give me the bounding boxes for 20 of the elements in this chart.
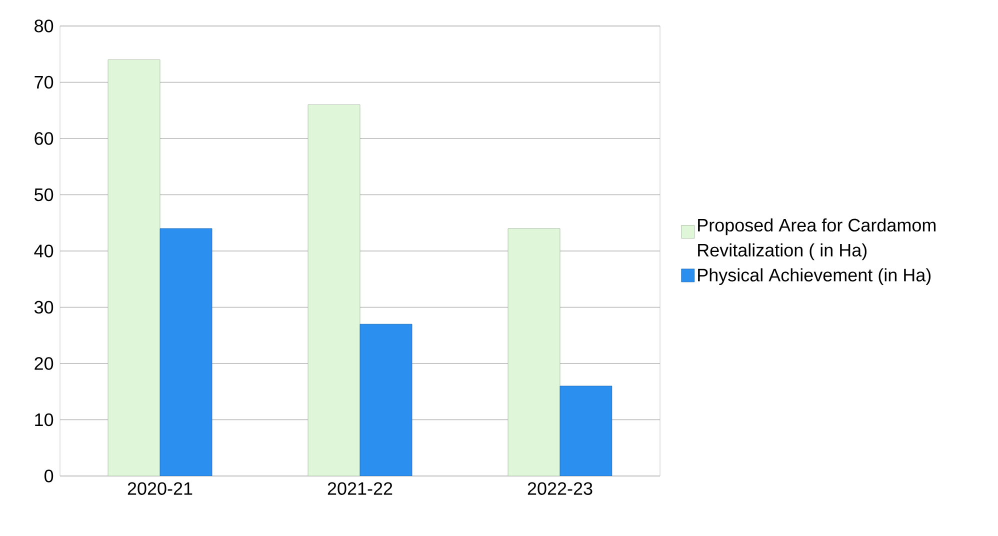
y-tick-label: 70 [34, 76, 54, 89]
y-tick-label: 10 [35, 413, 54, 426]
x-tick-label: 2022-23 [528, 482, 592, 495]
y-tick-label: 30 [34, 300, 54, 314]
y-tick-label: 80 [34, 20, 54, 32]
bar [108, 60, 160, 476]
y-tick-label: 0 [44, 470, 54, 482]
x-tick-label: 2021-22 [328, 482, 392, 495]
bar [160, 228, 212, 476]
legend-label: Proposed Area for Cardamom Revitalization ( in Ha) [698, 218, 936, 260]
x-tick-label: 2020-21 [128, 482, 192, 495]
bar [308, 104, 360, 476]
y-tick-label: 50 [34, 188, 54, 202]
y-tick-label: 60 [34, 132, 54, 145]
bar [560, 386, 612, 476]
legend-label: Physical Achievement (in Ha) [698, 268, 931, 286]
bar [360, 324, 412, 476]
y-tick-label: 40 [34, 244, 54, 258]
bar [508, 228, 560, 476]
y-tick-label: 20 [34, 357, 54, 370]
